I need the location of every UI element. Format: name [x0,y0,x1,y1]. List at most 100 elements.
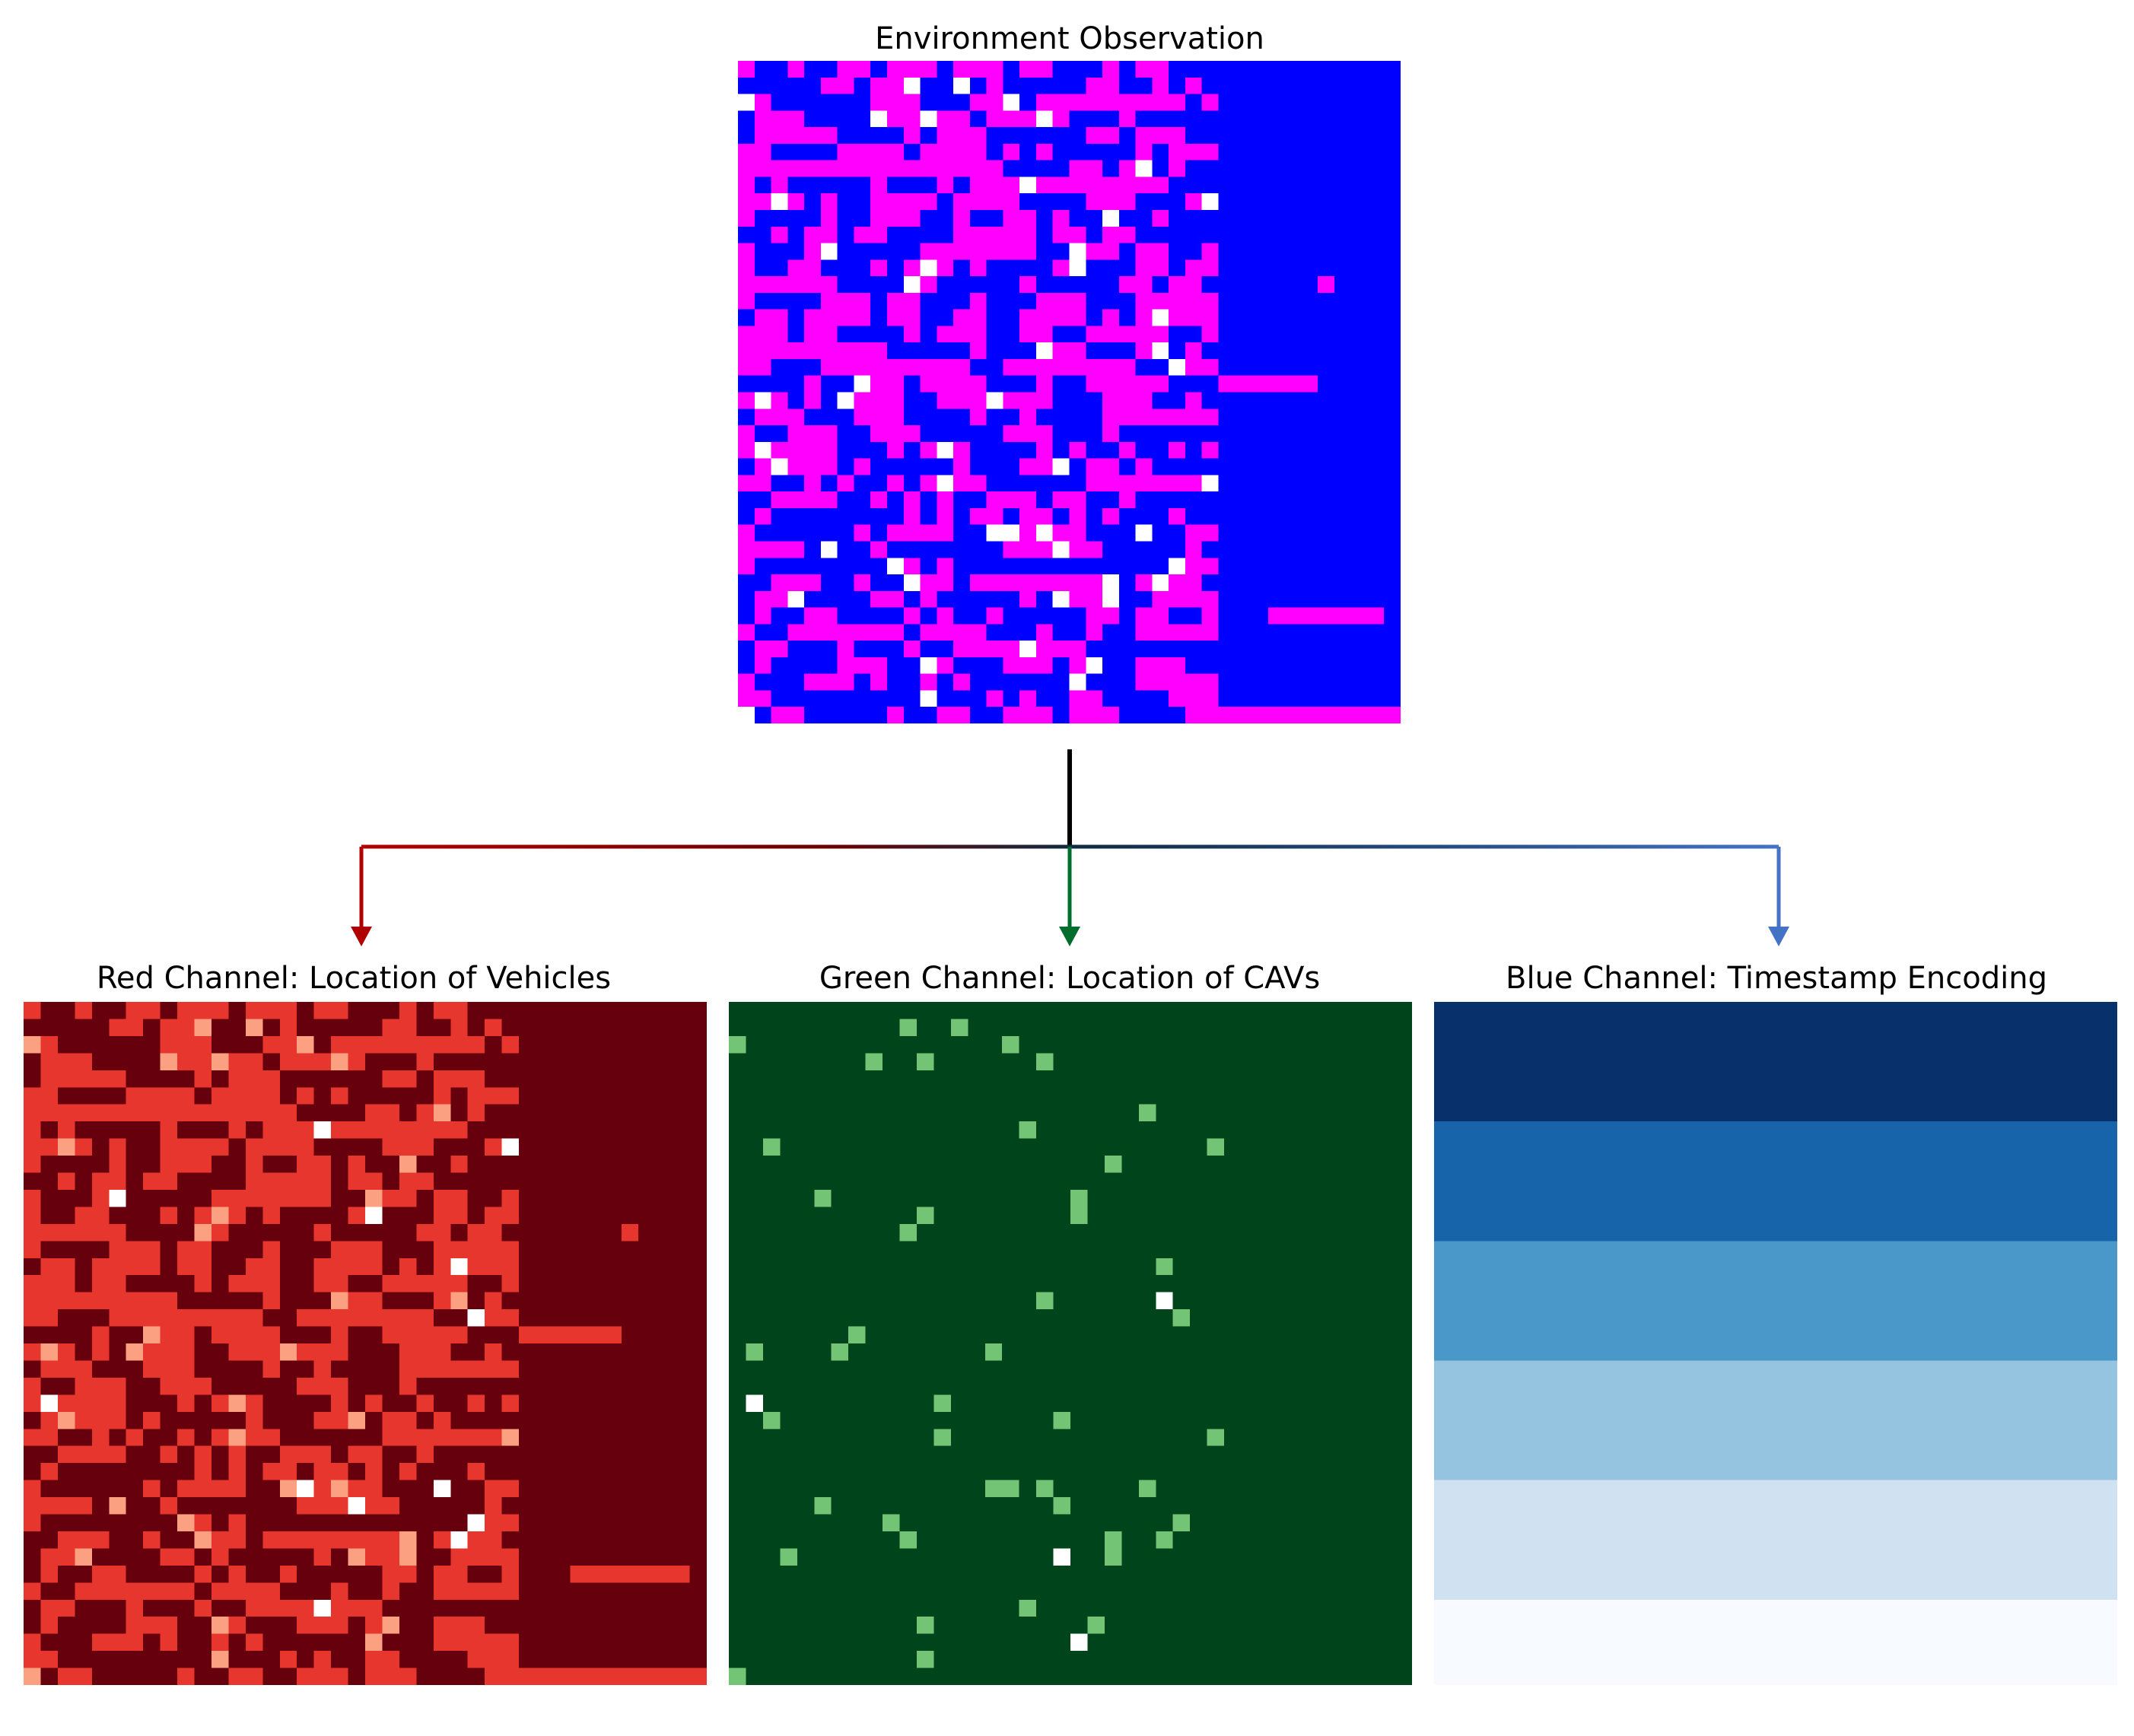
green-channel-cell [762,1480,781,1498]
red-channel-cell [245,1514,263,1532]
environment-cell [1201,143,1220,161]
red-channel-cell [143,1480,161,1498]
environment-cell [870,607,888,625]
environment-cell [903,458,921,475]
environment-cell [1169,475,1186,492]
red-channel-cell [160,1668,178,1685]
environment-cell [1267,375,1286,393]
red-channel-cell [399,1514,417,1532]
green-channel-cell [933,1292,952,1310]
red-channel-cell [399,1548,417,1566]
green-channel-cell [1019,1087,1037,1105]
green-channel-cell [1172,1497,1191,1515]
green-channel-cell [1070,1070,1089,1088]
green-channel-cell [746,1480,764,1498]
red-channel-cell [194,1633,212,1652]
environment-cell [986,176,1004,194]
environment-cell [1086,358,1103,377]
red-channel-cell [382,1411,400,1429]
environment-cell [1334,657,1352,675]
environment-cell [870,94,888,111]
green-channel-cell [1258,1480,1276,1498]
environment-cell [886,77,905,95]
red-channel-cell [587,1207,605,1225]
red-channel-cell [382,1207,400,1225]
red-channel-cell [75,1070,93,1088]
green-channel-cell [1378,1309,1396,1327]
environment-cell [820,574,838,592]
environment-cell [969,425,987,443]
green-channel-cell [1395,1275,1412,1293]
red-channel-cell [194,1651,212,1669]
green-channel-cell [1036,1497,1054,1515]
environment-cell [738,657,755,675]
red-channel-cell [501,1207,520,1225]
green-channel-cell [1258,1429,1276,1447]
environment-cell [1069,94,1086,111]
green-channel-cell [1207,1497,1225,1515]
green-channel-cell [1172,1343,1191,1362]
red-channel-cell [519,1138,537,1156]
environment-cell [787,176,805,194]
red-channel-cell [485,1377,503,1395]
environment-cell [738,707,755,723]
environment-cell [1003,358,1020,377]
red-channel-cell [399,1002,417,1020]
environment-cell [854,707,871,723]
environment-cell [1118,475,1137,492]
environment-cell [1086,441,1103,459]
green-channel-cell [1292,1121,1310,1140]
green-channel-cell [1104,1599,1122,1617]
environment-cell [1334,690,1352,707]
red-channel-cell [621,1275,639,1293]
environment-cell [886,61,905,78]
red-channel-cell [450,1172,469,1191]
environment-cell [1118,193,1137,211]
environment-cell [1185,94,1203,111]
red-channel-cell [587,1531,605,1549]
red-channel-cell [143,1292,161,1310]
green-channel-cell [1190,1429,1208,1447]
red-channel-cell [211,1121,229,1140]
green-channel-cell [1378,1189,1396,1207]
environment-cell [1152,276,1169,294]
environment-cell [854,110,871,128]
green-channel-cell [1172,1514,1191,1532]
environment-cell [1318,61,1335,78]
red-channel-cell [40,1531,59,1549]
green-channel-cell [1172,1104,1191,1122]
green-channel-cell [1172,1223,1191,1242]
environment-cell [1201,226,1220,244]
green-channel-cell [968,1070,986,1088]
environment-cell [1235,292,1252,310]
environment-cell [1334,641,1352,658]
red-channel-cell [519,1275,537,1293]
red-channel-cell [126,1463,144,1481]
green-channel-cell [933,1275,952,1293]
environment-cell [754,673,772,692]
environment-cell [1284,160,1302,178]
green-channel-cell [1395,1411,1412,1429]
red-channel-cell [365,1275,383,1293]
environment-cell [1235,491,1252,509]
red-channel-cell [433,1514,451,1532]
environment-cell [1350,574,1369,592]
green-channel-cell [780,1070,798,1088]
environment-cell [854,641,871,658]
environment-cell [738,690,755,707]
green-channel-cell [1378,1514,1396,1532]
green-channel-cell [1138,1617,1156,1635]
green-channel-cell [883,1463,901,1481]
red-channel-cell [75,1207,93,1225]
red-channel-cell [638,1070,657,1088]
environment-cell [903,309,921,327]
environment-cell [1069,110,1086,128]
environment-cell [771,77,788,95]
environment-cell [1350,507,1369,526]
green-channel-cell [1087,1241,1105,1259]
environment-cell [1069,375,1086,393]
green-channel-cell [865,1633,883,1652]
environment-cell [886,160,905,178]
red-channel-cell [279,1429,297,1447]
red-channel-cell [126,1309,144,1327]
